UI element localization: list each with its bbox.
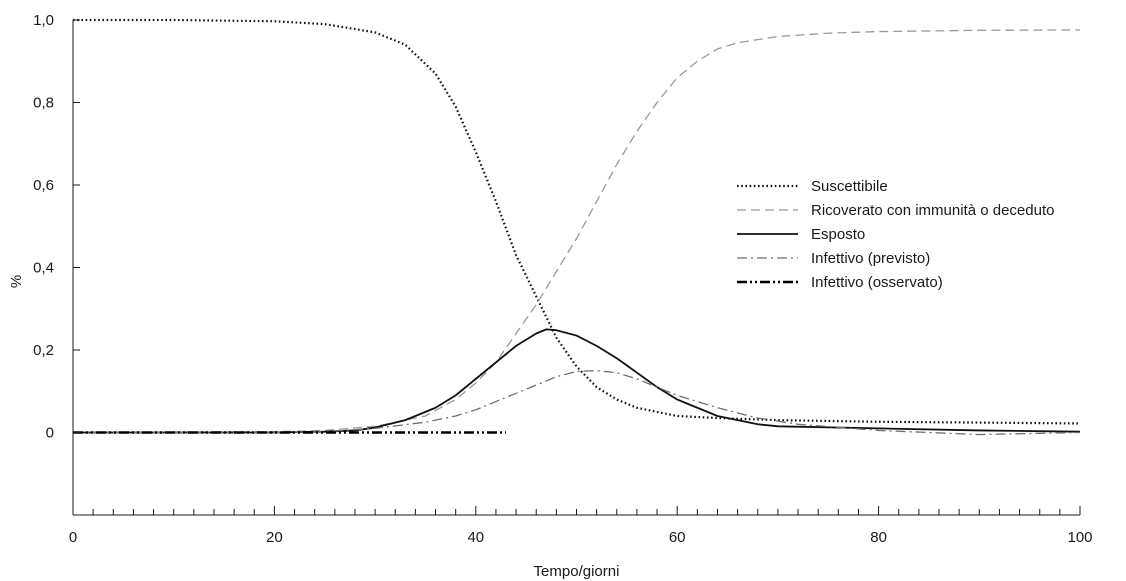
x-tick-label: 100 bbox=[1067, 529, 1092, 546]
legend-label-3: Esposto bbox=[811, 226, 865, 243]
legend: Suscettibile Ricoverato con immunità o de… bbox=[737, 178, 1054, 291]
axes-layer: 0 20 40 60 80 100 0 0,2 0,4 0,6 0,8 1,0 bbox=[33, 12, 1092, 546]
series-line-2 bbox=[72, 29, 1081, 434]
y-tick-label: 0,6 bbox=[33, 177, 54, 194]
x-tick-label: 40 bbox=[467, 529, 484, 546]
legend-label-4: Infettivo (previsto) bbox=[811, 250, 930, 267]
legend-label-5: Infettivo (osservato) bbox=[811, 274, 943, 291]
x-tick-label: 60 bbox=[669, 529, 686, 546]
y-tick-label: 0,4 bbox=[33, 260, 54, 277]
x-axis-title: Tempo/giorni bbox=[534, 563, 620, 580]
series-layer bbox=[72, 18, 1081, 436]
series-line-4 bbox=[73, 369, 1081, 436]
legend-label-1: Suscettibile bbox=[811, 178, 888, 195]
legend-label-2: Ricoverato con immunità o deceduto bbox=[811, 202, 1054, 219]
series-line-1 bbox=[73, 18, 1081, 425]
x-tick-label: 80 bbox=[870, 529, 887, 546]
x-tick-label: 20 bbox=[266, 529, 283, 546]
y-tick-label: 0,2 bbox=[33, 342, 54, 359]
y-tick-label: 0,8 bbox=[33, 95, 54, 112]
y-tick-label: 1,0 bbox=[33, 12, 54, 29]
y-axis-title: % bbox=[8, 275, 25, 288]
y-tick-label: 0 bbox=[46, 425, 54, 442]
x-tick-label: 0 bbox=[69, 529, 77, 546]
series-line-3 bbox=[73, 328, 1081, 434]
